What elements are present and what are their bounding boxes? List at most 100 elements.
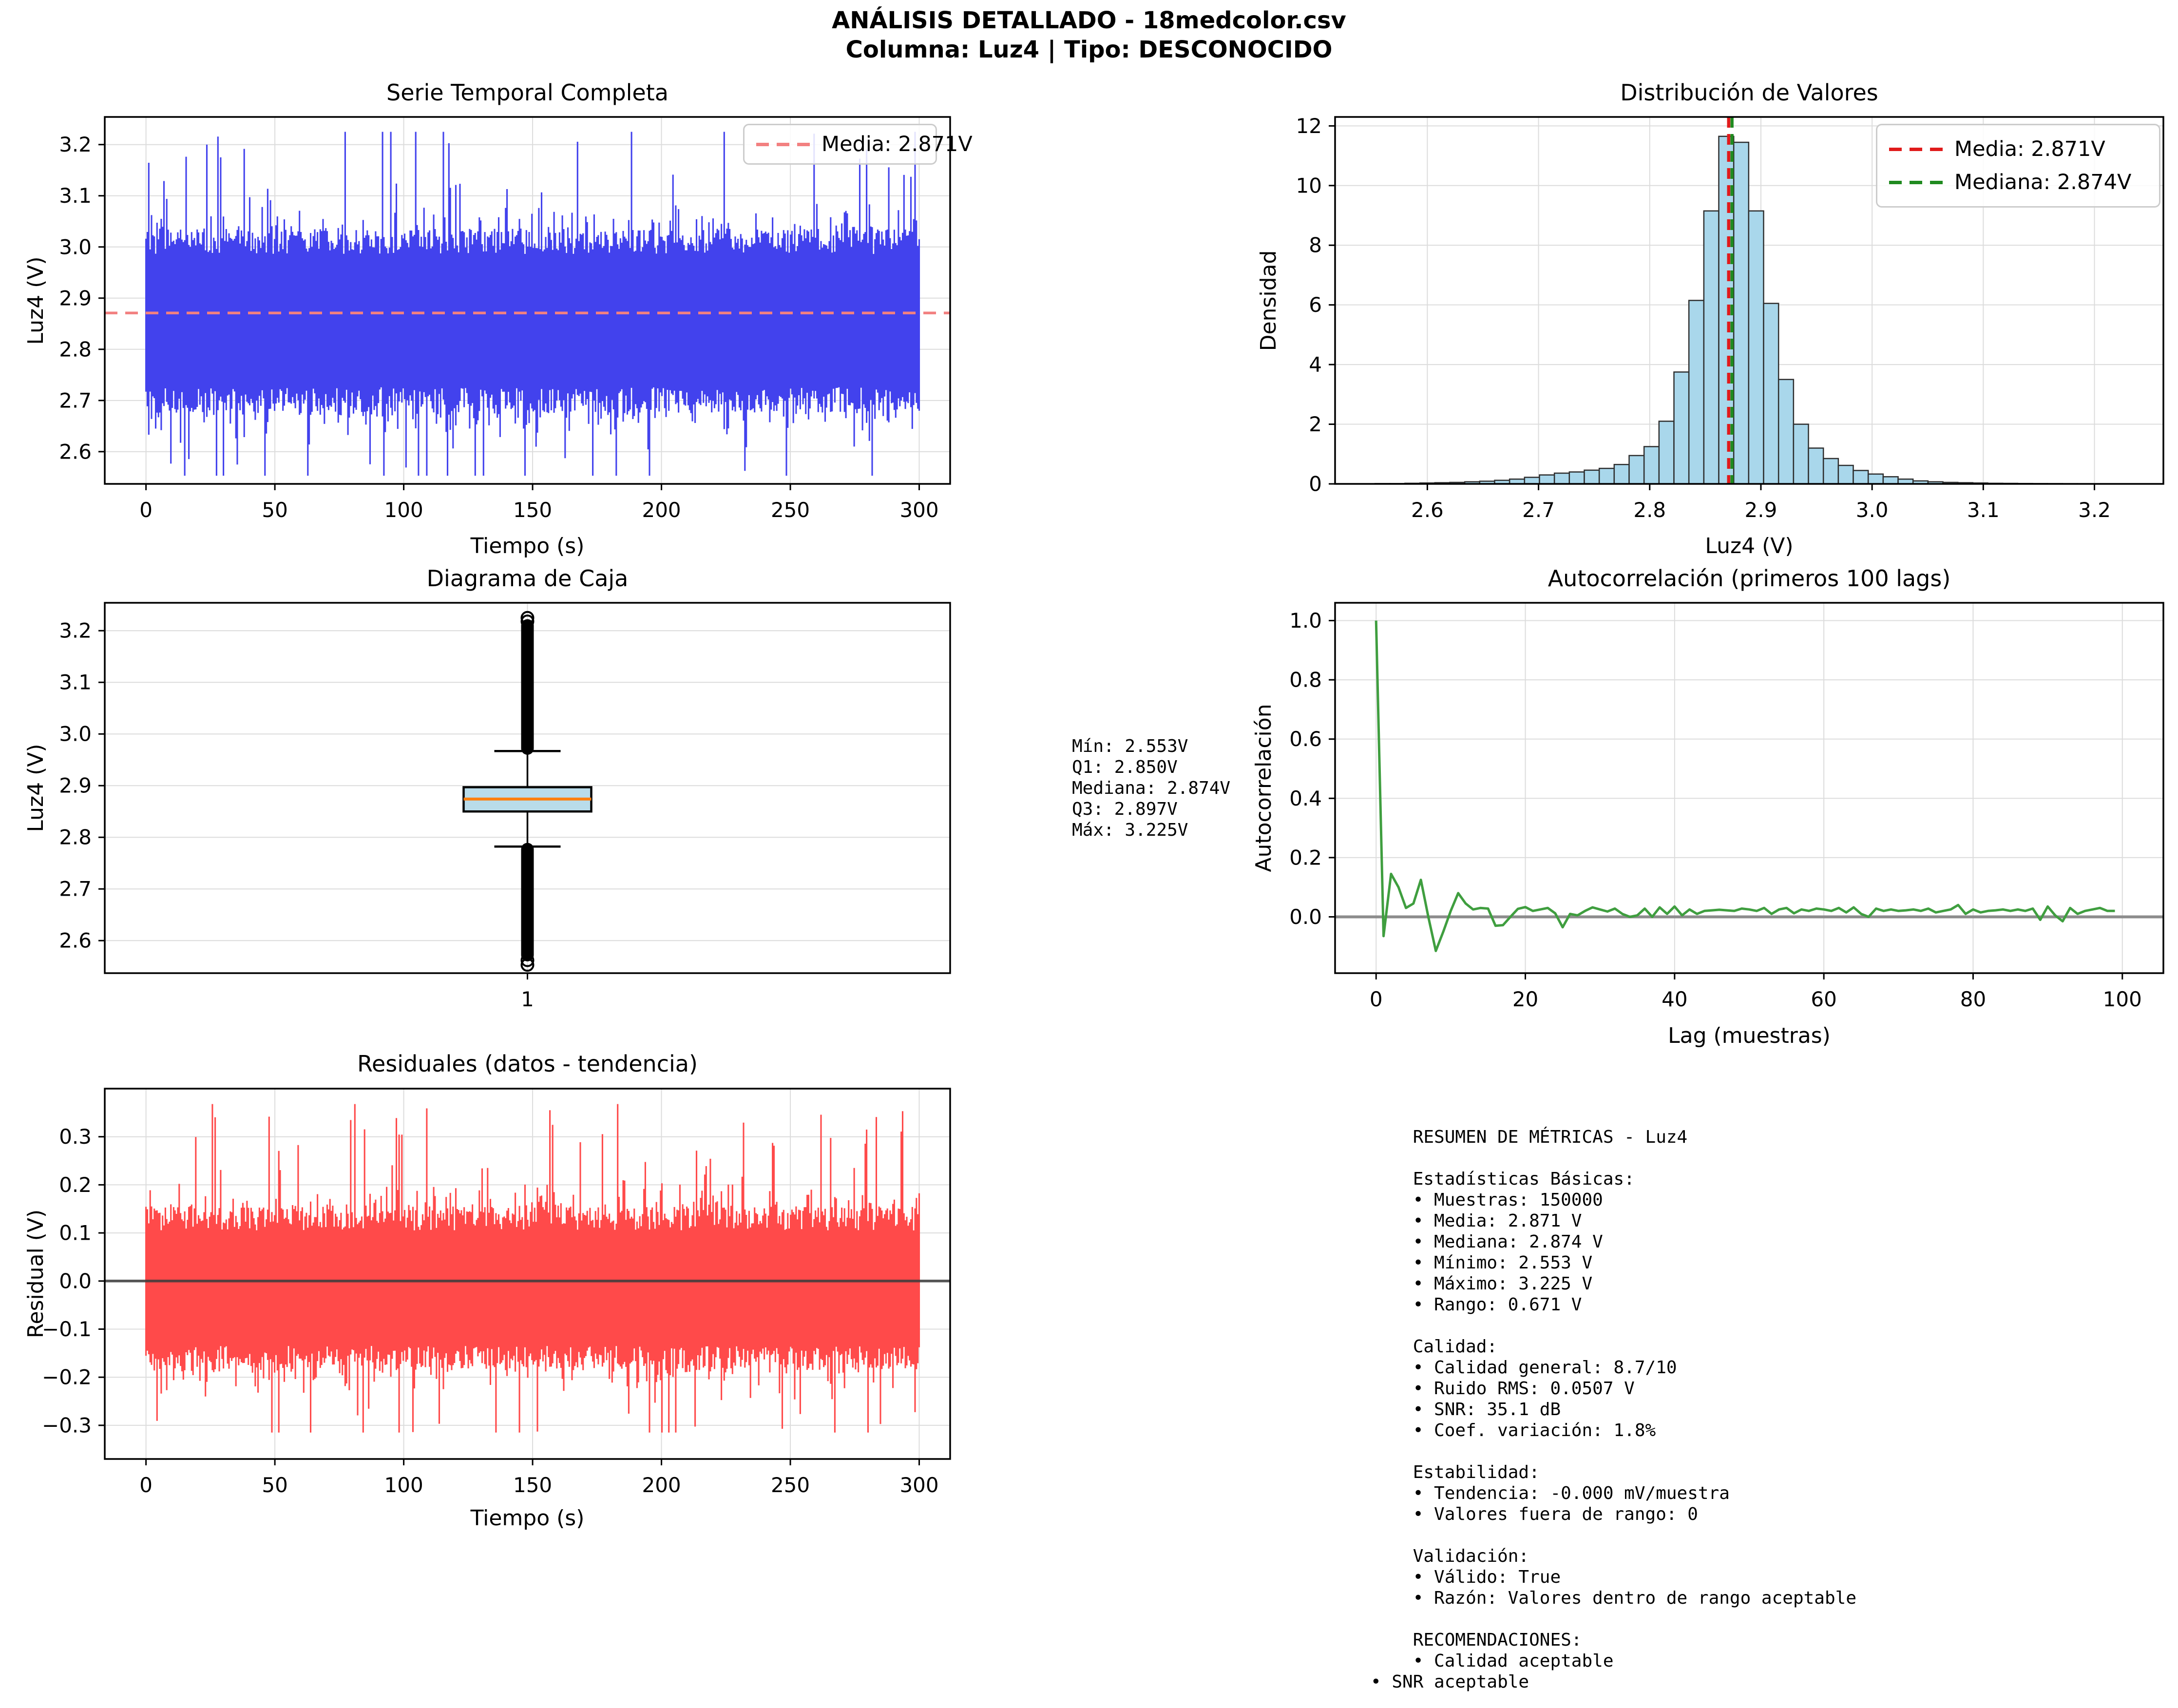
tick-label-x: 3.0 — [1856, 498, 1889, 522]
tick-label-y: 3.0 — [59, 235, 92, 259]
outlier-point — [520, 958, 535, 972]
text-line — [1371, 1525, 1856, 1546]
figure-title-line1: ANÁLISIS DETALLADO - 18medcolor.csv — [832, 7, 1346, 34]
histogram-bar — [1539, 474, 1555, 485]
legend-entry: Mediana: 2.874V — [1889, 170, 2147, 194]
tick-label-y: 0.2 — [1289, 845, 1322, 869]
ylabel-autocorrelacion: Autocorrelación — [1251, 704, 1276, 872]
legend-label: Media: 2.871V — [822, 132, 973, 156]
tick-label-x: 2.7 — [1522, 498, 1555, 522]
histogram-bar — [1808, 447, 1824, 485]
tick-label-x: 3.1 — [1967, 498, 2000, 522]
tick-label-y: 4 — [1309, 353, 1322, 377]
tick-label-y: −0.2 — [42, 1365, 92, 1389]
xlabel-distribucion: Luz4 (V) — [1705, 534, 1794, 558]
text-line: • Calidad general: 8.7/10 — [1371, 1358, 1677, 1378]
title-serie-temporal: Serie Temporal Completa — [386, 79, 669, 106]
tick-label-y: 2 — [1309, 412, 1322, 436]
tick-label-y: 2.8 — [59, 825, 92, 849]
legend-entry: Media: 2.871V — [756, 132, 973, 156]
tick-label-x: 2.9 — [1745, 498, 1777, 522]
ylabel-diagrama-caja: Luz4 (V) — [23, 744, 48, 832]
text-line: Mín: 2.553V — [1072, 736, 1188, 756]
text-line: • Mediana: 2.874 V — [1371, 1232, 1603, 1252]
text-line: Mediana: 2.874V — [1072, 778, 1231, 798]
histogram-bar — [1568, 471, 1585, 485]
boxplot — [462, 611, 592, 972]
tick-label-x: 50 — [262, 1473, 287, 1497]
tick-label-y: 0.2 — [59, 1173, 92, 1197]
tick-label-y: 3.1 — [59, 184, 92, 208]
text-line: • Razón: Valores dentro de rango aceptab… — [1371, 1588, 1856, 1608]
title-autocorrelacion: Autocorrelación (primeros 100 lags) — [1548, 565, 1951, 592]
tick-label-y: 0.3 — [59, 1125, 92, 1149]
histogram-bar — [1524, 477, 1540, 485]
histogram-bar — [1553, 472, 1570, 485]
tick-label-y: 2.6 — [59, 929, 92, 953]
text-line — [1371, 1609, 1856, 1630]
histogram-bar — [1748, 210, 1764, 485]
tick-label-x: 200 — [642, 1473, 681, 1497]
histogram-bar — [1822, 458, 1839, 485]
text-line: Calidad: — [1371, 1337, 1498, 1357]
ylabel-serie-temporal: Luz4 (V) — [23, 256, 48, 345]
tick-label-x: 0 — [139, 1473, 153, 1497]
tick-label-x: 100 — [2103, 987, 2142, 1011]
outlier-point — [520, 614, 535, 629]
xlabel-residuales: Tiempo (s) — [470, 1506, 585, 1531]
text-line: Estabilidad: — [1371, 1462, 1540, 1482]
tick-label-x: 40 — [1662, 987, 1687, 1011]
text-line: • Ruido RMS: 0.0507 V — [1371, 1379, 1635, 1399]
tick-label-x: 300 — [899, 1473, 938, 1497]
legend-dash-sample — [756, 142, 811, 146]
histogram-bar — [1763, 303, 1779, 485]
tick-label-x: 250 — [771, 498, 810, 522]
histogram-bar — [1598, 467, 1615, 485]
text-line: • Valores fuera de rango: 0 — [1371, 1504, 1698, 1524]
tick-label-x: 80 — [1960, 987, 1986, 1011]
tick-label-y: 12 — [1296, 114, 1322, 138]
tick-label-y: 3.1 — [59, 671, 92, 694]
histogram-bar — [1643, 446, 1660, 485]
text-line: • Media: 2.871 V — [1371, 1211, 1582, 1231]
text-line — [1371, 1441, 1856, 1462]
text-line: Validación: — [1371, 1546, 1529, 1566]
axes-frame: 0 20 40 60 80 100 0.0 0.2 0.4 0.6 0.8 1.0 — [1289, 602, 2164, 1011]
boxplot-stats-text: Mín: 2.553V Q1: 2.850V Mediana: 2.874V Q3: … — [1072, 736, 1230, 841]
metrics-summary-text: RESUMEN DE MÉTRICAS - Luz4 Estadísticas … — [1371, 1127, 1856, 1692]
tick-label-y: 3.2 — [59, 133, 92, 156]
figure-title-line2: Columna: Luz4 | Tipo: DESCONOCIDO — [845, 36, 1333, 63]
tick-label-y: 3.0 — [59, 722, 92, 746]
histogram-bar — [1837, 464, 1854, 485]
xlabel-serie-temporal: Tiempo (s) — [470, 534, 585, 558]
tick-label-y: 2.7 — [59, 877, 92, 901]
acf-line — [1375, 620, 2115, 952]
histogram-bars — [1374, 135, 2123, 485]
tick-label-y: 0 — [1309, 472, 1322, 496]
tick-label-x: 100 — [384, 498, 423, 522]
histogram-bar — [1584, 469, 1600, 485]
title-residuales: Residuales (datos - tendencia) — [357, 1051, 698, 1077]
tick-label-y: 2.6 — [59, 440, 92, 463]
ylabel-residuales: Residual (V) — [23, 1209, 48, 1339]
outlier-point — [520, 611, 535, 625]
text-line — [1371, 1148, 1856, 1169]
tick-label-y: 0.0 — [59, 1269, 92, 1293]
histogram-bar — [1688, 300, 1705, 485]
tick-label-x: 2.6 — [1411, 498, 1444, 522]
text-line: • Rango: 0.671 V — [1371, 1295, 1582, 1315]
legend-dash-sample — [1889, 180, 1944, 184]
text-line: • Muestras: 150000 — [1371, 1190, 1603, 1210]
tick-label-y: 0.8 — [1289, 668, 1322, 692]
tick-label-x: 2.8 — [1633, 498, 1666, 522]
legend-entry: Media: 2.871V — [1889, 137, 2147, 161]
tick-label-y: 2.7 — [59, 388, 92, 412]
tick-label-x: 200 — [642, 498, 681, 522]
histogram-bar — [1777, 379, 1795, 485]
histogram-bar — [1613, 463, 1630, 485]
tick-label-y: 0.4 — [1289, 787, 1322, 810]
tick-label-y: −0.3 — [42, 1413, 92, 1437]
tick-label-x: 20 — [1512, 987, 1538, 1011]
axes-frame: 0 50 100 150 200 250 300 2.6 2.7 2.8 2.9 3.0 3.1 3.2 — [59, 116, 951, 522]
